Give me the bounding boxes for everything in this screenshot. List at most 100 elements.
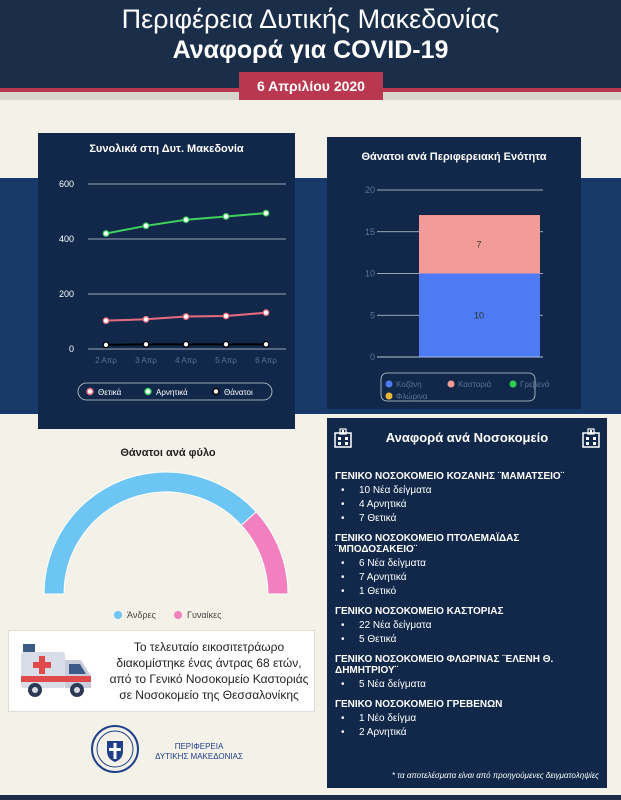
hospital-stat: • 6 Νέα δείγματα: [341, 558, 426, 569]
hospital-stat-text: 1 Νέο δείγμα: [359, 713, 417, 724]
hospital-name: ΓΕΝΙΚΟ ΝΟΣΟΚΟΜΕΙΟ ΠΤΟΛΕΜΑΪΔΑΣ ¨ΜΠΟΔΟΣΑΚΕ…: [335, 533, 520, 555]
hospital-name: ΓΕΝΙΚΟ ΝΟΣΟΚΟΜΕΙΟ ΚΑΣΤΟΡΙΑΣ: [335, 606, 504, 617]
data-point: [142, 222, 150, 230]
logo-line-1: ΠΕΡΙΦΕΡΕΙΑ: [174, 742, 224, 751]
line-chart: 600 400 200 0 2 Απρ 3 Απρ 4 Απρ 5 Απρ 6 Απρ Θετικ…: [59, 179, 286, 401]
data-point: [262, 309, 270, 317]
hospital-name: ΓΕΝΙΚΟ ΝΟΣΟΚΟΜΕΙΟ ΓΡΕΒΕΝΩΝ: [335, 699, 503, 710]
hospital-icon: [582, 428, 600, 448]
data-point: [102, 317, 110, 325]
hospital-stat-text: 7 Αρνητικά: [359, 572, 407, 583]
data-point: [102, 341, 110, 349]
hospital-stat: • 4 Αρνητικά: [341, 499, 407, 510]
data-point: [222, 213, 230, 220]
legend-label: Άνδρες: [127, 610, 156, 620]
hospital-stat-text: 10 Νέα δείγματα: [359, 485, 432, 496]
legend-label: Θάνατοι: [224, 388, 253, 397]
legend-marker: [212, 387, 220, 396]
x-tick-label: 3 Απρ: [135, 356, 157, 365]
hospital-stat-text: 1 Θετικό: [359, 586, 397, 597]
hospital-name: ΓΕΝΙΚΟ ΝΟΣΟΚΟΜΕΙΟ ΦΛΩΡΙΝΑΣ ¨ΕΛΕΝΗ Θ. ΔΗΜ…: [335, 654, 554, 676]
hospital-stat-text: 5 Νέα δείγματα: [359, 679, 426, 690]
legend-box: [77, 382, 273, 401]
bar-chart-title: Θάνατοι ανά Περιφερειακή Ενότητα: [361, 151, 547, 163]
data-point: [182, 313, 190, 320]
bar-chart: 20 15 10 5 0 10 7 Κοζάνη Καστοριά Γρεβενά Φλώρινα: [365, 185, 550, 402]
death-note-text: Το τελευταίο εικοσιτετράωρο διακομίστηκε…: [109, 640, 309, 702]
legend-marker: [86, 387, 94, 396]
ambulance-icon: [21, 644, 91, 697]
hospital-stat-text: 22 Νέα δείγματα: [359, 620, 432, 631]
hospital-stat-text: 5 Θετικά: [359, 634, 397, 645]
hospital-stat: • 1 Νέο δείγμα: [341, 713, 417, 724]
date-badge: 6 Απριλίου 2020: [239, 72, 383, 100]
hospital-stat-text: 6 Νέα δείγματα: [359, 558, 426, 569]
y-tick-label: 400: [59, 234, 74, 244]
legend-marker: [447, 380, 455, 388]
logo-line-2: ΔΥΤΙΚΗΣ ΜΑΚΕΔΟΝΙΑΣ: [155, 752, 243, 761]
y-tick-label: 0: [370, 352, 375, 362]
footnote: * τα αποτελέσματα είναι από προηγούμενες…: [391, 771, 599, 780]
y-tick-label: 15: [365, 227, 375, 237]
data-point: [102, 230, 110, 237]
legend-marker: [144, 387, 152, 396]
line-chart-panel: Συνολικά στη Δυτ. Μακεδονία 600 400 200 0 2 …: [38, 133, 295, 429]
hospital-panel: Αναφορά ανά Νοσοκομείο ΓΕΝΙΚΟ ΝΟΣΟΚΟΜΕΙΟ…: [327, 418, 607, 788]
hospital-stat: • 5 Νέα δείγματα: [341, 679, 426, 690]
legend-label: Γρεβενά: [520, 380, 550, 389]
header-title: Περιφέρεια Δυτικής Μακεδονίας: [121, 4, 500, 34]
data-point: [182, 340, 190, 348]
hospital-stat-text: 4 Αρνητικά: [359, 499, 407, 510]
hospital-list: ΓΕΝΙΚΟ ΝΟΣΟΚΟΜΕΙΟ ΚΟΖΑΝΗΣ ¨ΜΑΜΑΤΣΕΙΟ¨ • 10…: [335, 462, 603, 741]
legend-marker: [174, 611, 182, 619]
hospital-stat: • 7 Θετικά: [341, 513, 397, 524]
header-subtitle: Αναφορά για COVID-19: [172, 36, 449, 64]
data-point: [262, 209, 270, 217]
x-tick-label: 2 Απρ: [95, 356, 117, 365]
hospital-block: ΓΕΝΙΚΟ ΝΟΣΟΚΟΜΕΙΟ ΚΟΖΑΝΗΣ ¨ΜΑΜΑΤΣΕΙΟ¨ • 10…: [335, 471, 603, 524]
legend-marker: [385, 392, 393, 400]
data-point: [142, 340, 150, 348]
x-tick-label: 5 Απρ: [215, 356, 237, 365]
y-tick-label: 200: [59, 289, 74, 299]
y-tick-label: 20: [365, 185, 375, 195]
pie-slice: [240, 511, 289, 595]
series-line: [105, 212, 267, 235]
hospital-block: ΓΕΝΙΚΟ ΝΟΣΟΚΟΜΕΙΟ ΓΡΕΒΕΝΩΝ • 1 Νέο δείγμα •…: [335, 699, 603, 738]
logo-text: ΠΕΡΙΦΕΡΕΙΑ ΔΥΤΙΚΗΣ ΜΑΚΕΔΟΝΙΑΣ: [144, 742, 254, 762]
bar-chart-panel: Θάνατοι ανά Περιφερειακή Ενότητα 20 15 10 5…: [327, 137, 581, 409]
hospital-stat-text: 2 Αρνητικά: [359, 727, 407, 738]
legend-marker: [509, 380, 517, 388]
y-tick-label: 10: [365, 269, 375, 279]
hospital-stat: • 10 Νέα δείγματα: [341, 485, 432, 496]
hospital-block: ΓΕΝΙΚΟ ΝΟΣΟΚΟΜΕΙΟ ΚΑΣΤΟΡΙΑΣ • 22 Νέα δείγμ…: [335, 606, 603, 645]
legend-box: [380, 372, 536, 402]
x-tick-label: 6 Απρ: [255, 356, 277, 365]
footer-line: [0, 795, 621, 800]
region-logo: ΠΕΡΙΦΕΡΕΙΑ ΔΥΤΙΚΗΣ ΜΑΚΕΔΟΝΙΑΣ: [88, 720, 258, 778]
hospital-stat: • 5 Θετικά: [341, 634, 397, 645]
legend-label: Κοζάνη: [396, 380, 422, 389]
y-tick-label: 5: [370, 310, 375, 320]
pie-slice: [43, 471, 257, 595]
hospital-stat-text: 7 Θετικά: [359, 513, 397, 524]
bar-segment: [419, 273, 540, 357]
y-tick-label: 0: [69, 344, 74, 354]
legend-label: Θετικά: [98, 388, 122, 397]
data-point: [222, 340, 230, 348]
legend-label: Καστοριά: [458, 380, 492, 389]
hospital-panel-title: Αναφορά ανά Νοσοκομείο: [385, 430, 549, 445]
hospital-icon: [334, 428, 352, 448]
data-label: 10: [474, 310, 484, 320]
line-chart-title: Συνολικά στη Δυτ. Μακεδονία: [89, 143, 244, 155]
legend-marker: [114, 611, 122, 619]
gender-chart-title: Θάνατοι ανά φύλο: [120, 447, 216, 459]
hospital-block: ΓΕΝΙΚΟ ΝΟΣΟΚΟΜΕΙΟ ΠΤΟΛΕΜΑΪΔΑΣ ¨ΜΠΟΔΟΣΑΚΕ…: [335, 533, 603, 597]
hospital-stat: • 2 Αρνητικά: [341, 727, 407, 738]
data-point: [222, 312, 230, 320]
hospital-stat: • 7 Αρνητικά: [341, 572, 407, 583]
data-label: 7: [476, 239, 481, 249]
data-point: [262, 340, 270, 348]
hospital-stat: • 1 Θετικό: [341, 586, 397, 597]
x-tick-label: 4 Απρ: [175, 356, 197, 365]
